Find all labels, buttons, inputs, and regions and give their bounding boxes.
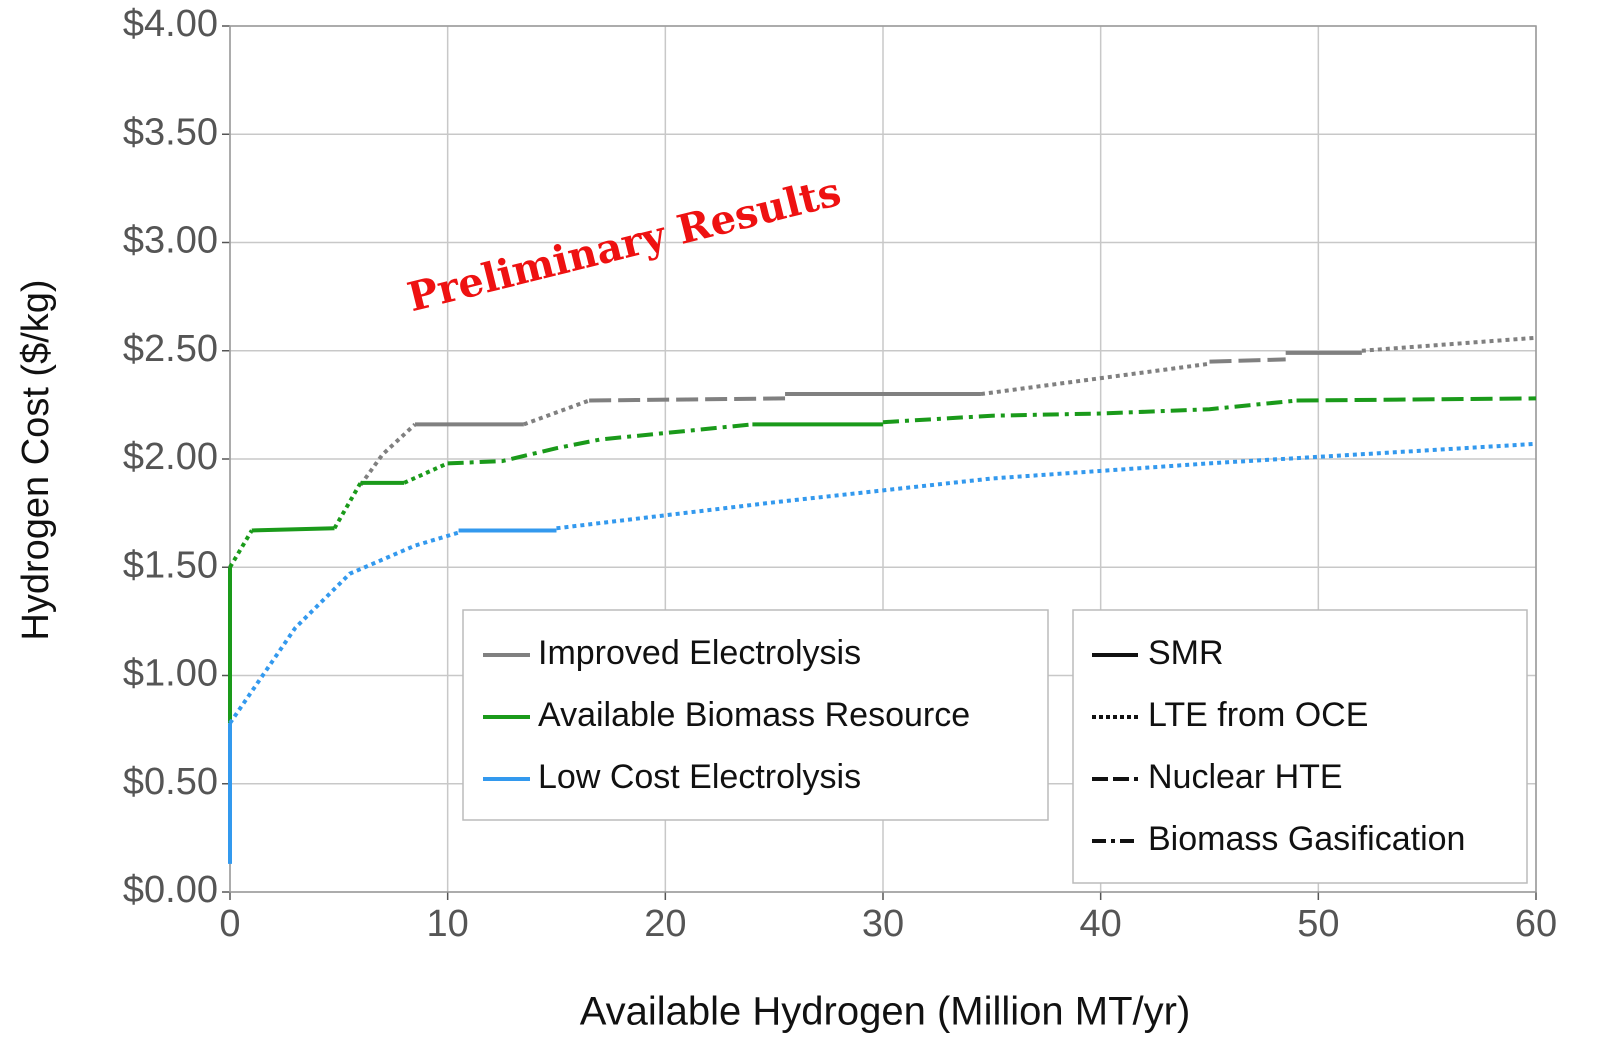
plot-border	[229, 25, 1537, 893]
line-piece	[358, 422, 417, 487]
legend-label: SMR	[1148, 634, 1224, 672]
line-piece	[403, 461, 449, 485]
legend-label: Low Cost Electrolysis	[538, 758, 861, 796]
legend-label: Improved Electrolysis	[538, 634, 861, 672]
line-piece	[332, 481, 363, 530]
legend-label: Nuclear HTE	[1148, 758, 1343, 796]
y-tick-label: $1.00	[123, 653, 218, 695]
line-piece	[447, 422, 753, 466]
x-axis-title: Available Hydrogen (Million MT/yr)	[580, 990, 1191, 1034]
line-piece	[556, 441, 1537, 531]
y-tick-label: $3.50	[123, 111, 218, 153]
x-tick-label: 50	[1297, 903, 1339, 945]
line-piece	[251, 526, 335, 533]
y-axis-title: Hydrogen Cost ($/kg)	[15, 279, 57, 640]
annotation: Preliminary Results	[403, 168, 845, 321]
line-piece	[1361, 335, 1537, 353]
y-tick-label: $3.00	[123, 220, 218, 262]
legend-box	[462, 609, 1049, 821]
x-tick-label: 60	[1515, 903, 1557, 945]
line-piece	[228, 529, 254, 569]
x-tick-label: 20	[644, 903, 686, 945]
line-piece	[523, 398, 590, 427]
x-tick-label: 30	[862, 903, 904, 945]
legend-label: Biomass Gasification	[1148, 820, 1465, 858]
y-tick-label: $2.00	[123, 436, 218, 478]
legend-label: LTE from OCE	[1148, 696, 1368, 734]
legend-box	[1072, 609, 1528, 884]
line-piece	[980, 361, 1210, 397]
line-piece	[1209, 357, 1286, 364]
line-piece	[589, 396, 786, 403]
line-piece	[228, 530, 460, 725]
y-tick-label: $4.00	[123, 3, 218, 45]
y-tick-label: $2.50	[123, 328, 218, 370]
x-tick-label: 0	[219, 903, 240, 945]
legend-label: Available Biomass Resource	[538, 696, 970, 734]
line-piece	[882, 398, 1297, 425]
x-tick-label: 10	[427, 903, 469, 945]
y-tick-label: $0.00	[123, 869, 218, 911]
y-tick-label: $1.50	[123, 544, 218, 586]
y-tick-label: $0.50	[123, 761, 218, 803]
line-piece	[1296, 396, 1537, 403]
x-tick-label: 40	[1080, 903, 1122, 945]
